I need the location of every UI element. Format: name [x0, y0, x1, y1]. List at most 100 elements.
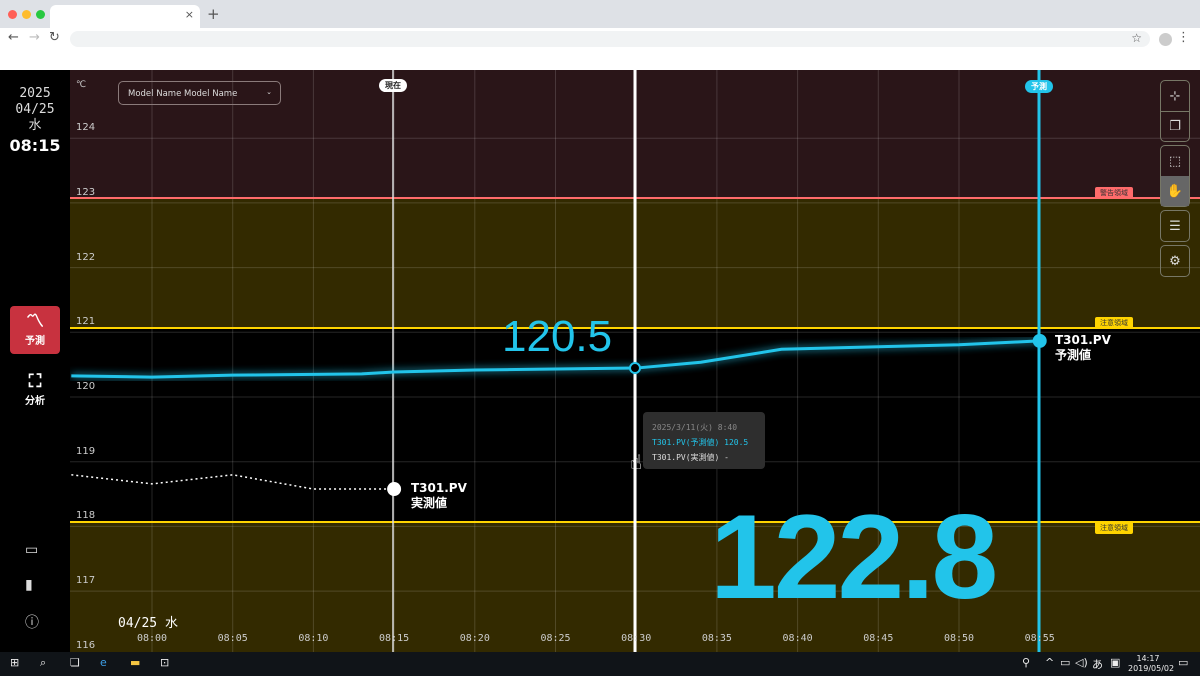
actual-end-point: [387, 482, 402, 497]
focus-icon: ⛶: [28, 371, 42, 392]
store-icon[interactable]: ⊡: [160, 656, 170, 669]
y-tick-label: 121: [76, 316, 96, 328]
network-icon[interactable]: ▭: [1060, 656, 1071, 669]
back-icon[interactable]: ←: [8, 30, 19, 45]
tag-type: 予測値: [1055, 348, 1092, 362]
file-explorer-icon[interactable]: ▬: [130, 656, 141, 669]
chevron-down-icon: ⌄: [266, 88, 272, 96]
hand-pan-icon[interactable]: ✋: [1161, 176, 1189, 206]
warning-zone-label: 警告領域: [1095, 187, 1133, 199]
weekday: 水: [28, 118, 42, 133]
y-tick-label: 118: [76, 510, 96, 522]
address-bar[interactable]: [70, 31, 1150, 47]
x-tick-label: 08:20: [459, 633, 490, 644]
sidebar: 2025 04/25 水 08:15 〽 予測 ⛶ 分析 ▭ ▮ ⓘ: [0, 70, 70, 652]
copy-icon[interactable]: ❐: [1161, 111, 1189, 141]
profile-avatar[interactable]: [1159, 33, 1172, 46]
search-icon[interactable]: ⌕: [40, 656, 47, 669]
tooltip: 2025/3/11(火) 8:40 T301.PV(予測値) 120.5 T30…: [643, 412, 765, 469]
settings-icon[interactable]: ⚙: [1169, 253, 1181, 269]
chevron-up-icon[interactable]: ^: [1045, 656, 1055, 669]
tag-name: T301.PV: [1055, 333, 1111, 347]
x-tick-label: 08:35: [701, 633, 732, 644]
tooltip-actual: T301.PV(実測値) -: [652, 453, 729, 462]
time: 08:15: [9, 136, 61, 155]
x-tick-label: 08:55: [1024, 633, 1055, 644]
nav-label: 分析: [25, 396, 45, 407]
actual-tag: T301.PV 実測値: [411, 481, 467, 511]
caution-zone-label: 注意領域: [1095, 317, 1133, 329]
caution-zone-label-lower: 注意領域: [1095, 522, 1133, 534]
taskbar: ⊞ ⌕ ❏ e ▬ ⊡ ⚲ ^ ▭ ◁) あ ▣ 14:17 2019/05/02…: [0, 652, 1200, 676]
cursor-value: 120.5: [502, 312, 613, 361]
x-tick-label: 08:05: [217, 633, 248, 644]
hand-cursor-icon: ☝: [630, 450, 643, 474]
browser-chrome: × + ← → ↻ ☆ ⋮: [0, 0, 1200, 70]
x-tick-label: 08:50: [943, 633, 975, 644]
toolbar-group-4: ⚙: [1160, 245, 1190, 277]
x-tick-label: 08:40: [782, 633, 813, 644]
bookmark-add-icon[interactable]: ⊹: [1169, 88, 1181, 104]
predicted-tag: T301.PV 予測値: [1055, 333, 1111, 363]
toolbar-group-3: ☰: [1160, 210, 1190, 242]
action-center-icon[interactable]: ▭: [1178, 656, 1189, 669]
chart-area[interactable]: ℃ 124 123 122 121 120 119 118 117 116 08:00 08:05 0…: [70, 70, 1200, 652]
y-unit: ℃: [76, 80, 87, 90]
browser-menu-icon[interactable]: ⋮: [1177, 30, 1190, 45]
system-clock[interactable]: 14:17 2019/05/02: [1128, 654, 1175, 674]
edge-icon[interactable]: e: [100, 656, 107, 669]
nav-label: 予測: [25, 336, 45, 347]
year: 2025: [19, 86, 51, 101]
tab-bar: × +: [0, 0, 1200, 28]
task-view-icon[interactable]: ❏: [70, 656, 80, 669]
tag-name: T301.PV: [411, 481, 467, 495]
volume-icon[interactable]: ◁): [1075, 656, 1088, 669]
y-tick-label: 124: [76, 122, 96, 134]
help-icon[interactable]: ⓘ: [25, 615, 39, 631]
toolbar-group-2: ⬚ ✋: [1160, 145, 1190, 207]
close-window-icon[interactable]: [8, 10, 17, 19]
select-area-icon[interactable]: ⬚: [1168, 153, 1182, 169]
forecast-label: 予測: [1025, 80, 1053, 93]
tooltip-predicted: T301.PV(予測値) 120.5: [652, 438, 749, 447]
bookmark-star-icon[interactable]: ☆: [1131, 31, 1142, 45]
tag-type: 実測値: [411, 496, 448, 510]
x-tick-label: 08:15: [379, 633, 410, 644]
nav-forecast[interactable]: 〽 予測: [10, 306, 60, 354]
app: 2025 04/25 水 08:15 〽 予測 ⛶ 分析 ▭ ▮ ⓘ ℃ 124…: [0, 70, 1200, 652]
y-tick-label: 116: [76, 639, 96, 651]
tab-close-icon[interactable]: ×: [184, 8, 194, 21]
predicted-series-line: [71, 339, 1040, 379]
y-tick-label: 119: [76, 445, 96, 457]
trend-line-icon: 〽: [26, 311, 44, 332]
y-tick-label: 117: [76, 575, 96, 587]
notification-app-icon[interactable]: ▣: [1110, 656, 1121, 669]
y-tick-label: 120: [76, 381, 96, 392]
predicted-end-point: [1032, 333, 1047, 348]
new-tab-button[interactable]: +: [207, 5, 220, 23]
forward-icon[interactable]: →: [29, 30, 40, 45]
x-tick-label: 08:25: [540, 633, 571, 644]
model-select-value: Model Name Model Name: [128, 89, 238, 99]
people-icon[interactable]: ⚲: [1022, 656, 1031, 669]
cursor-point: [629, 362, 641, 375]
bar-chart-icon[interactable]: ▮: [25, 577, 33, 593]
x-tick-label: 08:30: [621, 633, 652, 644]
windows-start-icon[interactable]: ⊞: [10, 656, 20, 669]
list-icon[interactable]: ☰: [1169, 218, 1181, 234]
x-tick-label: 08:10: [298, 633, 329, 644]
chat-icon[interactable]: ▭: [25, 542, 39, 558]
x-tick-label: 08:00: [136, 633, 168, 644]
system-time: 14:17: [1136, 654, 1160, 663]
maximize-window-icon[interactable]: [36, 10, 45, 19]
nav-analysis[interactable]: ⛶ 分析: [10, 366, 60, 414]
reload-icon[interactable]: ↻: [49, 30, 60, 45]
big-forecast-value: 122.8: [710, 490, 998, 624]
system-date: 2019/05/02: [1128, 664, 1175, 673]
ime-indicator[interactable]: あ: [1092, 658, 1103, 671]
actual-series-line: [71, 474, 395, 490]
model-select[interactable]: Model Name Model Name ⌄: [118, 81, 281, 105]
clock: 2025 04/25 水 08:15: [0, 86, 70, 154]
minimize-window-icon[interactable]: [22, 10, 31, 19]
browser-tab[interactable]: ×: [50, 5, 200, 28]
